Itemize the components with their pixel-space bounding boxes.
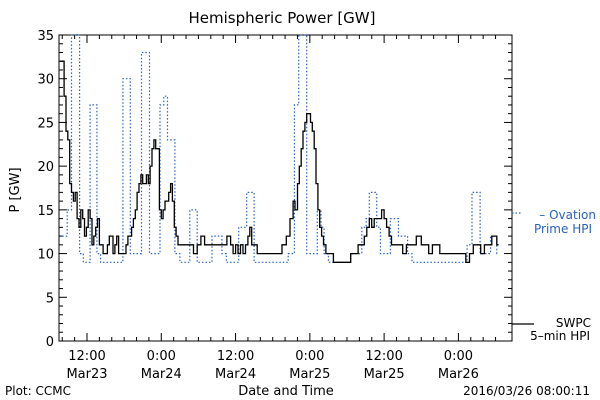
legend-ovation-label-line1: – Ovation bbox=[539, 208, 596, 222]
legend-swpc-label-line1: SWPC bbox=[556, 316, 591, 330]
x-tick-label-date: Mar23 bbox=[66, 367, 107, 382]
x-tick-label-time: 12:00 bbox=[217, 349, 254, 364]
y-tick-label: 0 bbox=[46, 335, 54, 350]
series-swpc-line bbox=[59, 60, 499, 263]
plot-frame bbox=[58, 34, 513, 342]
series-ovation-prime-line bbox=[62, 34, 499, 263]
x-tick-label-time: 0:00 bbox=[295, 349, 324, 364]
x-tick-label-date: Mar26 bbox=[438, 367, 479, 382]
y-tick-label: 15 bbox=[37, 204, 54, 219]
y-tick-label: 30 bbox=[37, 73, 54, 88]
series-layer bbox=[59, 34, 499, 263]
legend-swpc-label-line2: 5–min HPI bbox=[530, 329, 590, 343]
x-tick-label-time: 12:00 bbox=[365, 349, 402, 364]
x-axis-label: Date and Time bbox=[238, 384, 334, 399]
y-tick-label: 35 bbox=[37, 29, 54, 44]
x-tick-label-date: Mar25 bbox=[364, 367, 405, 382]
y-axis: 0 5 10 15 20 25 30 35 bbox=[37, 29, 512, 350]
x-tick-label-date: Mar24 bbox=[141, 367, 182, 382]
y-tick-label: 10 bbox=[37, 248, 54, 263]
y-tick-label: 20 bbox=[37, 160, 54, 175]
footer-credit: Plot: CCMC bbox=[5, 384, 71, 398]
x-tick-label-time: 0:00 bbox=[147, 349, 176, 364]
y-tick-label: 5 bbox=[46, 291, 54, 306]
x-axis: 12:00 Mar23 0:00 Mar24 12:00 Mar24 0:00 Mar25 12… bbox=[61, 35, 497, 382]
x-tick-label-date: Mar24 bbox=[215, 367, 256, 382]
x-tick-label-time: 12:00 bbox=[68, 349, 105, 364]
footer-timestamp: 2016/03/26 08:00:11 bbox=[463, 384, 590, 398]
legend-ovation-label-line2: Prime HPI bbox=[534, 222, 592, 236]
chart-title: Hemispheric Power [GW] bbox=[189, 9, 376, 27]
y-axis-label: P [GW] bbox=[8, 167, 23, 212]
x-tick-label-time: 0:00 bbox=[444, 349, 473, 364]
y-tick-label: 25 bbox=[37, 116, 54, 131]
x-tick-label-date: Mar25 bbox=[289, 367, 330, 382]
